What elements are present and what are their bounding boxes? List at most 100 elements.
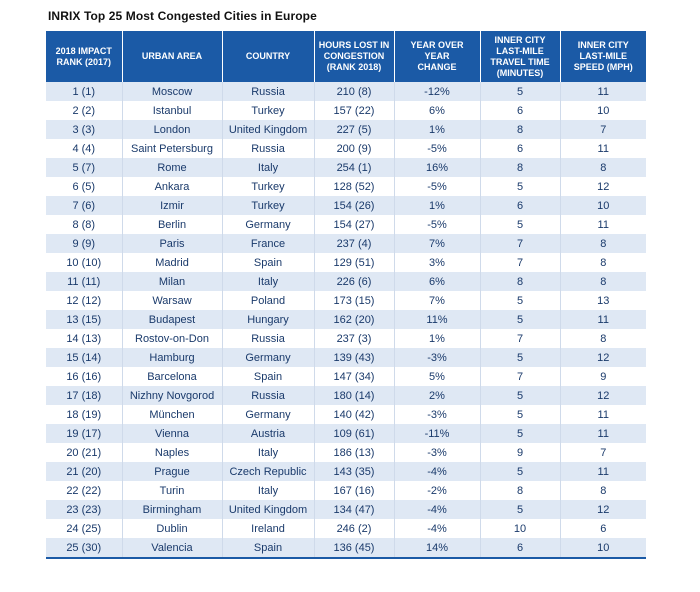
cell-country: Austria [222, 424, 315, 443]
table-row: 15 (14) Hamburg Germany 139 (43) -3% 5 12 [46, 348, 646, 367]
cell-rank: 9 (9) [46, 234, 123, 253]
table-row: 20 (21) Naples Italy 186 (13) -3% 9 7 [46, 443, 646, 462]
cell-hours-lost: 129 (51) [314, 253, 395, 272]
cell-hours-lost: 227 (5) [314, 120, 395, 139]
header-rank: 2018 IMPACT RANK (2017) [46, 31, 123, 82]
cell-rank: 1 (1) [46, 82, 123, 101]
cell-rank: 14 (13) [46, 329, 123, 348]
cell-speed: 8 [560, 329, 646, 348]
cell-hours-lost: 140 (42) [314, 405, 395, 424]
cell-country: Russia [222, 329, 315, 348]
cell-country: Ireland [222, 519, 315, 538]
cell-hours-lost: 237 (4) [314, 234, 395, 253]
cell-rank: 3 (3) [46, 120, 123, 139]
table-row: 24 (25) Dublin Ireland 246 (2) -4% 10 6 [46, 519, 646, 538]
table-row: 11 (11) Milan Italy 226 (6) 6% 8 8 [46, 272, 646, 291]
table-body: 1 (1) Moscow Russia 210 (8) -12% 5 11 2 (2) Ista… [46, 82, 646, 559]
cell-country: Germany [222, 348, 315, 367]
cell-rank: 16 (16) [46, 367, 123, 386]
cell-urban-area: Moscow [122, 82, 223, 101]
cell-travel-time: 7 [480, 234, 561, 253]
header-yoy-change: YEAR OVER YEAR CHANGE [394, 31, 481, 82]
cell-yoy-change: -11% [394, 424, 481, 443]
cell-rank: 7 (6) [46, 196, 123, 215]
cell-hours-lost: 254 (1) [314, 158, 395, 177]
cell-rank: 11 (11) [46, 272, 123, 291]
cell-urban-area: Turin [122, 481, 223, 500]
cell-urban-area: Budapest [122, 310, 223, 329]
cell-hours-lost: 157 (22) [314, 101, 395, 120]
cell-travel-time: 5 [480, 386, 561, 405]
cell-country: Czech Republic [222, 462, 315, 481]
cell-rank: 25 (30) [46, 538, 123, 559]
table-row: 3 (3) London United Kingdom 227 (5) 1% 8 7 [46, 120, 646, 139]
cell-speed: 11 [560, 82, 646, 101]
cell-speed: 10 [560, 101, 646, 120]
table-row: 17 (18) Nizhny Novgorod Russia 180 (14) 2% 5 1… [46, 386, 646, 405]
table-row: 8 (8) Berlin Germany 154 (27) -5% 5 11 [46, 215, 646, 234]
cell-yoy-change: 16% [394, 158, 481, 177]
cell-country: United Kingdom [222, 120, 315, 139]
cell-yoy-change: -4% [394, 519, 481, 538]
cell-speed: 11 [560, 310, 646, 329]
cell-country: Hungary [222, 310, 315, 329]
cell-speed: 8 [560, 234, 646, 253]
cell-hours-lost: 136 (45) [314, 538, 395, 559]
table-row: 1 (1) Moscow Russia 210 (8) -12% 5 11 [46, 82, 646, 101]
cell-country: France [222, 234, 315, 253]
cell-urban-area: Barcelona [122, 367, 223, 386]
cell-speed: 11 [560, 215, 646, 234]
cell-urban-area: Ankara [122, 177, 223, 196]
cell-travel-time: 5 [480, 215, 561, 234]
table-row: 5 (7) Rome Italy 254 (1) 16% 8 8 [46, 158, 646, 177]
cell-urban-area: Naples [122, 443, 223, 462]
table-row: 12 (12) Warsaw Poland 173 (15) 7% 5 13 [46, 291, 646, 310]
cell-speed: 11 [560, 462, 646, 481]
table-row: 22 (22) Turin Italy 167 (16) -2% 8 8 [46, 481, 646, 500]
cell-travel-time: 5 [480, 310, 561, 329]
cell-travel-time: 6 [480, 101, 561, 120]
table-row: 2 (2) Istanbul Turkey 157 (22) 6% 6 10 [46, 101, 646, 120]
cell-travel-time: 6 [480, 139, 561, 158]
cell-rank: 22 (22) [46, 481, 123, 500]
cell-country: Italy [222, 158, 315, 177]
cell-travel-time: 8 [480, 120, 561, 139]
cell-hours-lost: 167 (16) [314, 481, 395, 500]
cell-yoy-change: 3% [394, 253, 481, 272]
cell-speed: 8 [560, 253, 646, 272]
table-row: 13 (15) Budapest Hungary 162 (20) 11% 5 11 [46, 310, 646, 329]
cell-urban-area: Saint Petersburg [122, 139, 223, 158]
cell-speed: 8 [560, 481, 646, 500]
table-title: INRIX Top 25 Most Congested Cities in Eu… [48, 9, 317, 23]
cell-urban-area: Paris [122, 234, 223, 253]
cell-speed: 11 [560, 139, 646, 158]
cell-travel-time: 6 [480, 196, 561, 215]
cell-urban-area: Madrid [122, 253, 223, 272]
cell-travel-time: 5 [480, 424, 561, 443]
cell-yoy-change: -3% [394, 405, 481, 424]
cell-rank: 10 (10) [46, 253, 123, 272]
cell-speed: 11 [560, 405, 646, 424]
cell-country: Poland [222, 291, 315, 310]
cell-urban-area: Rome [122, 158, 223, 177]
cell-yoy-change: 6% [394, 272, 481, 291]
cell-travel-time: 5 [480, 177, 561, 196]
header-country: COUNTRY [222, 31, 315, 82]
cell-yoy-change: -4% [394, 462, 481, 481]
cell-urban-area: Nizhny Novgorod [122, 386, 223, 405]
cell-travel-time: 8 [480, 158, 561, 177]
cell-urban-area: Rostov-on-Don [122, 329, 223, 348]
cell-urban-area: Dublin [122, 519, 223, 538]
cell-speed: 12 [560, 500, 646, 519]
cell-country: Turkey [222, 177, 315, 196]
cell-country: Italy [222, 443, 315, 462]
cell-speed: 8 [560, 272, 646, 291]
table-row: 21 (20) Prague Czech Republic 143 (35) -4% 5 1… [46, 462, 646, 481]
cell-travel-time: 8 [480, 272, 561, 291]
cell-country: Russia [222, 139, 315, 158]
cell-travel-time: 9 [480, 443, 561, 462]
cell-travel-time: 7 [480, 329, 561, 348]
cell-yoy-change: 7% [394, 234, 481, 253]
cell-yoy-change: -4% [394, 500, 481, 519]
cell-country: Italy [222, 272, 315, 291]
